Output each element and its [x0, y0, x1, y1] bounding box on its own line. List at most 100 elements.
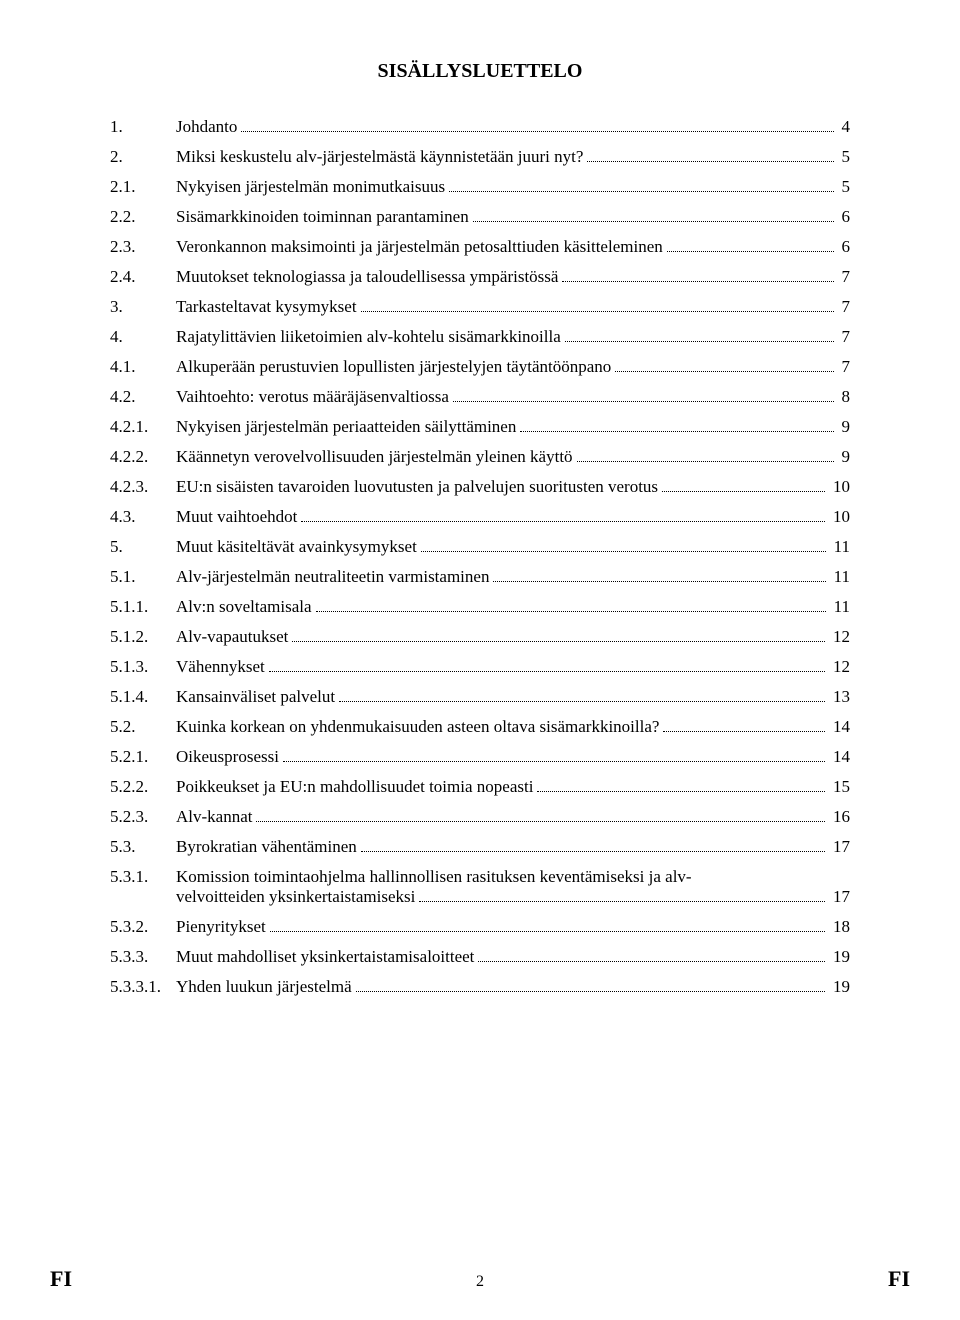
toc-entry-text: EU:n sisäisten tavaroiden luovutusten ja… [176, 477, 658, 497]
toc-entry-body: Alv-vapautukset12 [176, 627, 850, 647]
toc-entry-number: 5.3.2. [110, 917, 176, 937]
toc-entry-body: Veronkannon maksimointi ja järjestelmän … [176, 237, 850, 257]
toc-entry-page: 19 [829, 947, 850, 967]
toc-entry-text: Nykyisen järjestelmän monimutkaisuus [176, 177, 445, 197]
toc-entry: 4.2.Vaihtoehto: verotus määräjäsenvaltio… [110, 387, 850, 407]
toc-entry-number: 5.3.3. [110, 947, 176, 967]
toc-entry-text: Käännetyn verovelvollisuuden järjestelmä… [176, 447, 573, 467]
toc-entry-text: Nykyisen järjestelmän periaatteiden säil… [176, 417, 516, 437]
toc-entry-number: 5.1. [110, 567, 176, 587]
toc-entry-page: 10 [829, 477, 850, 497]
toc-entry: 5.2.1.Oikeusprosessi14 [110, 747, 850, 767]
toc-entry-text-line2: velvoitteiden yksinkertaistamiseksi [176, 887, 415, 907]
toc-leader [667, 240, 834, 252]
toc-entry: 5.Muut käsiteltävät avainkysymykset11 [110, 537, 850, 557]
toc-entry-body: Muut vaihtoehdot 10 [176, 507, 850, 527]
document-page: SISÄLLYSLUETTELO 1.Johdanto4 2.Miksi kesk… [0, 0, 960, 1320]
toc-entry-body: Byrokratian vähentäminen17 [176, 837, 850, 857]
toc-entry-page: 9 [838, 447, 851, 467]
toc-entry: 5.3.Byrokratian vähentäminen17 [110, 837, 850, 857]
toc-entry-body: Johdanto4 [176, 117, 850, 137]
toc-entry-body: Nykyisen järjestelmän periaatteiden säil… [176, 417, 850, 437]
toc-entry-number: 5.1.2. [110, 627, 176, 647]
toc-entry: 4.1.Alkuperään perustuvien lopullisten j… [110, 357, 850, 377]
toc-leader [473, 210, 834, 222]
toc-leader [283, 750, 825, 762]
toc-entry: 4.2.3.EU:n sisäisten tavaroiden luovutus… [110, 477, 850, 497]
toc-entry-page: 14 [829, 717, 850, 737]
toc-entry-body: Oikeusprosessi14 [176, 747, 850, 767]
toc-entry-page: 7 [838, 357, 851, 377]
toc-entry: 5.3.3.Muut mahdolliset yksinkertaistamis… [110, 947, 850, 967]
toc-entry-body: Alv-kannat16 [176, 807, 850, 827]
toc-entry-number: 2.2. [110, 207, 176, 227]
toc-leader [419, 890, 825, 902]
toc-entry: 4.Rajatylittävien liiketoimien alv-kohte… [110, 327, 850, 347]
toc-entry-text: Pienyritykset [176, 917, 266, 937]
toc-entry-page: 13 [829, 687, 850, 707]
toc-entry: 2.Miksi keskustelu alv-järjestelmästä kä… [110, 147, 850, 167]
toc-entry-text: Rajatylittävien liiketoimien alv-kohtelu… [176, 327, 561, 347]
toc-entry: 5.3.3.1.Yhden luukun järjestelmä19 [110, 977, 850, 997]
toc-entry: 5.3.1.Komission toimintaohjelma hallinno… [110, 867, 850, 907]
toc-entry-body: Vähennykset 12 [176, 657, 850, 677]
toc-entry-page: 12 [829, 627, 850, 647]
toc-leader [520, 420, 833, 432]
toc-entry: 1.Johdanto4 [110, 117, 850, 137]
toc-entry-number: 3. [110, 297, 176, 317]
toc-entry-number: 5.1.3. [110, 657, 176, 677]
toc-entry-page: 17 [829, 887, 850, 907]
toc-entry-text: Miksi keskustelu alv-järjestelmästä käyn… [176, 147, 583, 167]
toc-entry-text-line1: Komission toimintaohjelma hallinnollisen… [176, 867, 850, 887]
toc-entry-number: 4. [110, 327, 176, 347]
toc-entry: 2.4.Muutokset teknologiassa ja taloudell… [110, 267, 850, 287]
toc-entry: 5.3.2.Pienyritykset 18 [110, 917, 850, 937]
toc-entry-text: Sisämarkkinoiden toiminnan parantaminen [176, 207, 469, 227]
toc-leader [301, 510, 825, 522]
toc-entry-number: 2.4. [110, 267, 176, 287]
toc-leader [453, 390, 834, 402]
footer-right: FI [888, 1266, 910, 1292]
toc-entry-page: 18 [829, 917, 850, 937]
toc-entry-page: 9 [838, 417, 851, 437]
toc-entry: 4.2.1.Nykyisen järjestelmän periaatteide… [110, 417, 850, 437]
toc-entry-page: 10 [829, 507, 850, 527]
toc-leader [615, 360, 833, 372]
toc-entry-page: 15 [829, 777, 850, 797]
toc-entry: 5.1.4.Kansainväliset palvelut13 [110, 687, 850, 707]
toc-entry-page: 12 [829, 657, 850, 677]
toc-leader [269, 660, 825, 672]
toc-entry-body: Kuinka korkean on yhdenmukaisuuden astee… [176, 717, 850, 737]
toc-leader [316, 600, 826, 612]
toc-entry-number: 4.2.3. [110, 477, 176, 497]
toc-entry: 5.1.Alv-järjestelmän neutraliteetin varm… [110, 567, 850, 587]
toc-entry-text: Muut mahdolliset yksinkertaistamisaloitt… [176, 947, 474, 967]
toc-entry: 5.1.2.Alv-vapautukset12 [110, 627, 850, 647]
toc-leader [565, 330, 834, 342]
toc-entry-number: 4.2.1. [110, 417, 176, 437]
toc-entry-text: Muut vaihtoehdot [176, 507, 297, 527]
toc-entry-number: 5. [110, 537, 176, 557]
toc-leader [537, 780, 825, 792]
toc-entry-body: Tarkasteltavat kysymykset7 [176, 297, 850, 317]
toc-leader [356, 980, 825, 992]
toc-entry-number: 5.2.1. [110, 747, 176, 767]
toc-entry-number: 4.2.2. [110, 447, 176, 467]
toc-leader [663, 720, 825, 732]
toc-entry: 5.2.Kuinka korkean on yhdenmukaisuuden a… [110, 717, 850, 737]
toc-entry-page: 14 [829, 747, 850, 767]
toc-entry-text: Johdanto [176, 117, 237, 137]
toc-entry-page: 6 [838, 207, 851, 227]
toc-title: SISÄLLYSLUETTELO [110, 60, 850, 83]
toc-leader [339, 690, 825, 702]
toc-entry: 5.1.1.Alv:n soveltamisala11 [110, 597, 850, 617]
toc-entry-text: Yhden luukun järjestelmä [176, 977, 352, 997]
toc-entry-body: Alkuperään perustuvien lopullisten järje… [176, 357, 850, 377]
toc-entry: 3.Tarkasteltavat kysymykset7 [110, 297, 850, 317]
toc-entry-page: 11 [830, 537, 850, 557]
toc-entry-text: Vähennykset [176, 657, 265, 677]
toc-leader [292, 630, 825, 642]
toc-entry-page: 5 [838, 177, 851, 197]
toc-entry-body: Vaihtoehto: verotus määräjäsenvaltiossa8 [176, 387, 850, 407]
toc-entry-number: 4.2. [110, 387, 176, 407]
